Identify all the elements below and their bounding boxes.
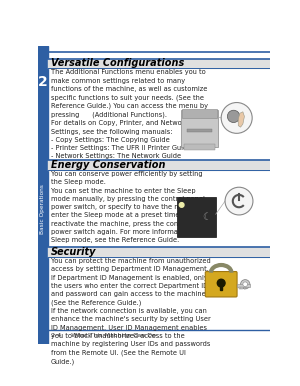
Circle shape bbox=[225, 187, 253, 215]
Bar bbox=[38, 46, 48, 344]
Bar bbox=[177, 197, 216, 237]
Bar bbox=[48, 59, 270, 68]
Circle shape bbox=[221, 103, 252, 133]
Text: Security: Security bbox=[51, 247, 96, 257]
Circle shape bbox=[227, 110, 240, 122]
Text: The Additional Functions menu enables you to
make common settings related to man: The Additional Functions menu enables yo… bbox=[51, 69, 208, 159]
Bar bbox=[48, 247, 270, 257]
Circle shape bbox=[179, 203, 184, 207]
Polygon shape bbox=[238, 112, 244, 127]
Bar bbox=[181, 110, 218, 147]
FancyBboxPatch shape bbox=[205, 271, 237, 297]
Text: 2: 2 bbox=[38, 75, 48, 89]
Bar bbox=[184, 144, 215, 150]
Bar bbox=[48, 160, 270, 169]
Bar bbox=[241, 286, 243, 289]
Bar bbox=[238, 284, 250, 286]
Bar bbox=[244, 286, 245, 289]
Bar bbox=[239, 286, 241, 289]
Bar bbox=[220, 284, 222, 290]
Text: ☾: ☾ bbox=[202, 212, 211, 222]
Text: Versatile Configurations: Versatile Configurations bbox=[51, 58, 184, 68]
Text: Energy Conservation: Energy Conservation bbox=[51, 160, 165, 170]
Text: Basic Operations: Basic Operations bbox=[40, 184, 45, 234]
Text: You can protect the machine from unauthorized
access by setting Department ID Ma: You can protect the machine from unautho… bbox=[51, 258, 210, 364]
Text: 2-4     What This Machine Can Do: 2-4 What This Machine Can Do bbox=[52, 334, 157, 339]
Circle shape bbox=[217, 279, 225, 287]
Circle shape bbox=[243, 282, 248, 286]
Text: You can conserve power efficiently by setting
the Sleep mode.
You can set the ma: You can conserve power efficiently by se… bbox=[51, 171, 214, 243]
Bar bbox=[187, 129, 212, 132]
Bar bbox=[182, 109, 217, 118]
Circle shape bbox=[241, 279, 250, 289]
